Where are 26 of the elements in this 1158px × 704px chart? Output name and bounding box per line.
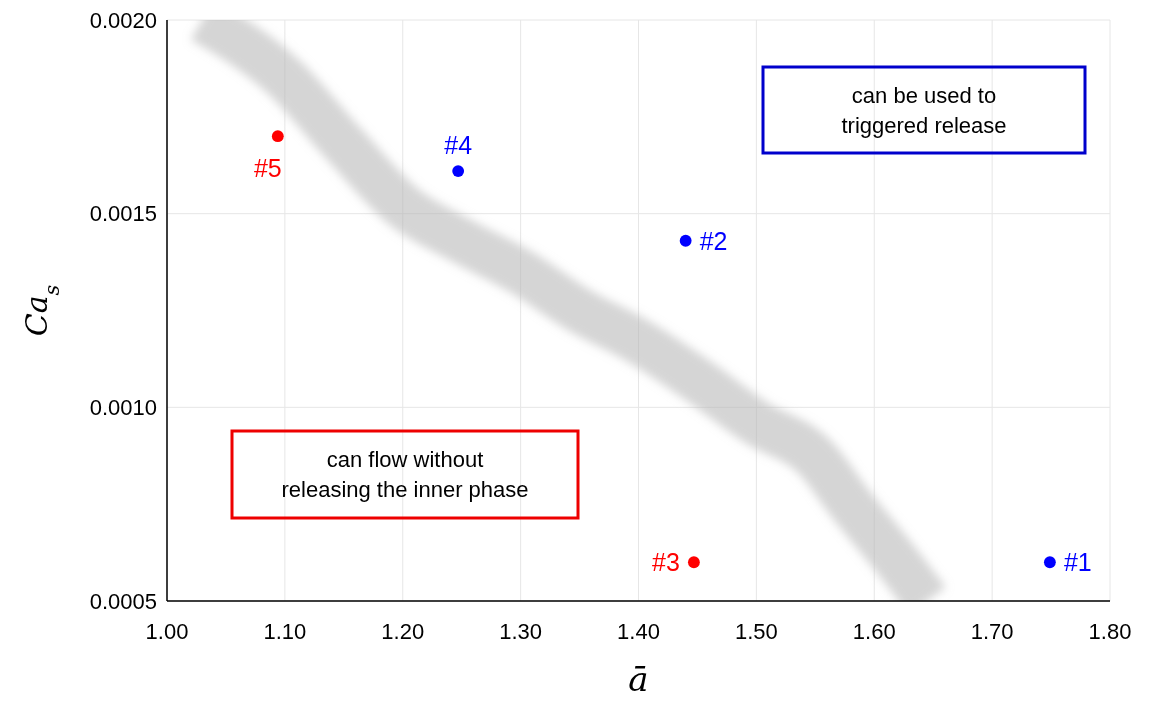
point (679, 234, 692, 247)
annotation: #5 (253, 153, 282, 182)
x-tick-label: 1.50 (734, 619, 778, 644)
x-tick-label: 1.00 (145, 619, 189, 644)
annotation: #2 (699, 226, 728, 255)
x-tick-label: 1.60 (852, 619, 896, 644)
point (1043, 556, 1056, 569)
x-tick-label: 1.30 (499, 619, 543, 644)
annotation: #4 (444, 130, 473, 159)
x-tick-label: 1.40 (617, 619, 660, 644)
annotation: #1 (1063, 548, 1092, 577)
x-tick-label: 1.20 (381, 619, 425, 644)
y-tick-label: 0.0015 (89, 201, 157, 227)
annotation: #3 (652, 548, 680, 577)
annotation: can flow without releasing the inner phase (281, 447, 529, 503)
x-tick-label: 1.80 (1088, 619, 1132, 644)
x-axis-title: ā (628, 659, 649, 699)
y-tick-label: 0.0020 (89, 7, 157, 33)
y-tick-label: 0.0010 (89, 395, 157, 421)
y-tick-label: 0.0005 (89, 588, 157, 614)
point (687, 556, 700, 569)
annotation: can be used to triggered release (841, 82, 1007, 138)
x-tick-label: 1.10 (263, 619, 307, 644)
point (271, 130, 284, 143)
point (452, 165, 465, 177)
x-tick-label: 1.70 (970, 619, 1014, 644)
